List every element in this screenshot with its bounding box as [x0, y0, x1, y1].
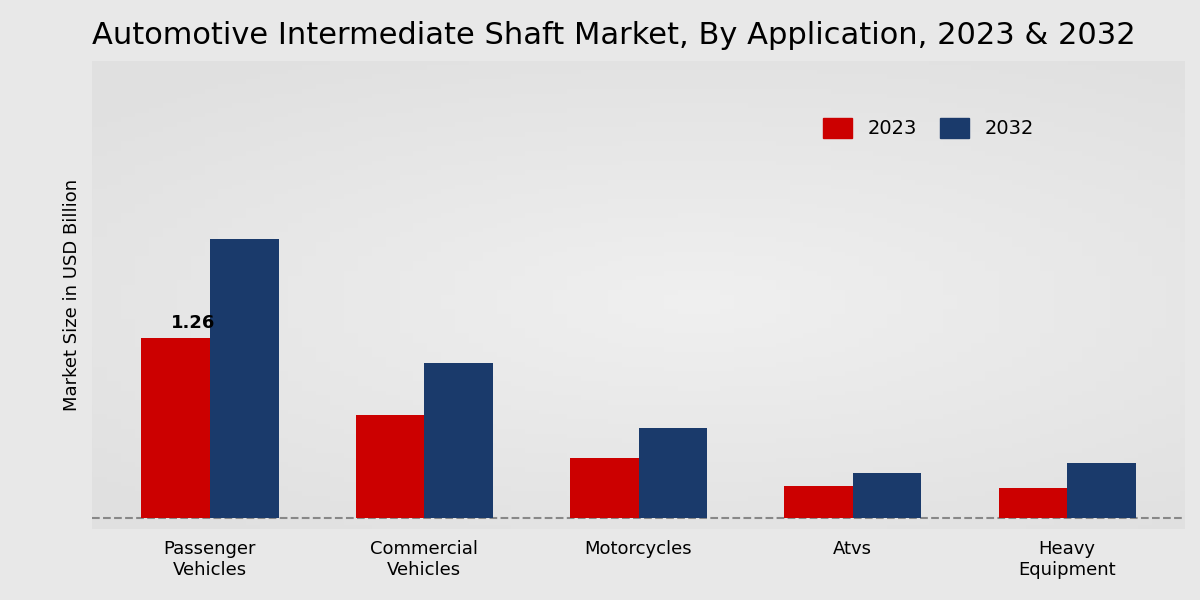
Y-axis label: Market Size in USD Billion: Market Size in USD Billion: [62, 179, 82, 411]
Bar: [425, 364, 493, 518]
Bar: [210, 239, 278, 518]
Bar: [355, 415, 425, 518]
Bar: [853, 473, 922, 518]
Legend: 2023, 2032: 2023, 2032: [814, 108, 1044, 148]
Bar: [638, 428, 707, 518]
Bar: [142, 338, 210, 518]
Text: Automotive Intermediate Shaft Market, By Application, 2023 & 2032: Automotive Intermediate Shaft Market, By…: [92, 21, 1135, 50]
Bar: [1067, 463, 1135, 518]
Text: 1.26: 1.26: [172, 314, 216, 332]
Bar: [785, 486, 853, 518]
Bar: [998, 488, 1067, 518]
Bar: [570, 458, 638, 518]
